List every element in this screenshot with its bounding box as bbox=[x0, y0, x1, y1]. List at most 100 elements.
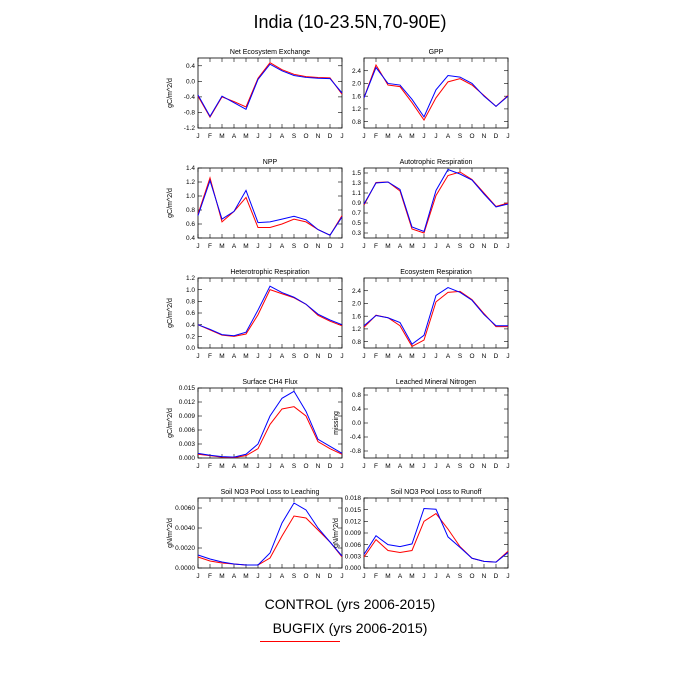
panel-title: GPP bbox=[429, 49, 444, 56]
y-tick-label: 0.0040 bbox=[175, 525, 195, 532]
x-tick-label: N bbox=[482, 243, 487, 250]
x-tick-label: J bbox=[362, 573, 365, 580]
x-tick-label: A bbox=[398, 353, 403, 360]
legend-bugfix-label: BUGFIX (yrs 2006-2015) bbox=[272, 620, 428, 636]
x-tick-label: J bbox=[422, 243, 425, 250]
x-tick-label: M bbox=[243, 133, 248, 140]
x-tick-label: J bbox=[434, 133, 437, 140]
x-tick-label: O bbox=[303, 573, 308, 580]
x-tick-label: J bbox=[506, 463, 509, 470]
x-tick-label: N bbox=[316, 353, 321, 360]
x-tick-label: A bbox=[446, 133, 451, 140]
y-tick-label: -0.4 bbox=[350, 434, 362, 441]
y-axis-label: gC/m^2/d bbox=[167, 78, 174, 108]
x-tick-label: J bbox=[362, 353, 365, 360]
x-tick-label: N bbox=[316, 463, 321, 470]
x-tick-label: M bbox=[385, 133, 390, 140]
x-tick-label: A bbox=[232, 463, 237, 470]
x-tick-label: N bbox=[482, 573, 487, 580]
y-tick-label: 0.000 bbox=[179, 455, 196, 462]
x-tick-label: M bbox=[243, 463, 248, 470]
y-tick-label: 0.012 bbox=[179, 399, 196, 406]
x-tick-label: F bbox=[208, 573, 212, 580]
series-line-control bbox=[197, 178, 343, 236]
series-line-bugfix bbox=[197, 62, 343, 119]
x-tick-label: J bbox=[256, 243, 259, 250]
x-tick-label: M bbox=[243, 573, 248, 580]
x-tick-label: F bbox=[374, 353, 378, 360]
x-tick-label: N bbox=[482, 463, 487, 470]
y-tick-label: 0.4 bbox=[186, 235, 195, 242]
y-tick-label: 0.000 bbox=[345, 565, 362, 572]
x-tick-label: O bbox=[303, 463, 308, 470]
x-tick-label: O bbox=[469, 243, 474, 250]
y-tick-label: 0.015 bbox=[179, 385, 196, 392]
x-tick-label: M bbox=[385, 353, 390, 360]
series-line-control bbox=[363, 66, 509, 118]
x-tick-label: A bbox=[232, 573, 237, 580]
x-tick-label: A bbox=[232, 353, 237, 360]
x-tick-label: F bbox=[374, 133, 378, 140]
y-tick-label: 0.006 bbox=[179, 427, 196, 434]
series-line-control bbox=[197, 502, 343, 566]
x-tick-label: N bbox=[316, 243, 321, 250]
x-tick-label: M bbox=[243, 243, 248, 250]
x-tick-label: J bbox=[434, 463, 437, 470]
y-tick-label: 1.0 bbox=[186, 193, 195, 200]
y-tick-label: 0.003 bbox=[179, 441, 196, 448]
series-line-control bbox=[363, 507, 509, 563]
panel-title: Leached Mineral Nitrogen bbox=[396, 379, 476, 386]
y-tick-label: -0.8 bbox=[184, 110, 196, 117]
y-tick-label: 2.0 bbox=[352, 301, 361, 308]
series-line-bugfix bbox=[197, 289, 343, 337]
y-tick-label: 1.0 bbox=[186, 287, 195, 294]
y-tick-label: 0.9 bbox=[352, 200, 361, 207]
y-tick-label: 1.2 bbox=[352, 106, 361, 113]
chart-panel: Heterotrophic Respiration 0.0 0.2 0.4 0.6 0.8… bbox=[167, 269, 344, 360]
x-tick-label: J bbox=[196, 573, 199, 580]
x-tick-label: J bbox=[340, 463, 343, 470]
x-tick-label: D bbox=[328, 243, 333, 250]
y-tick-label: 2.0 bbox=[352, 81, 361, 88]
x-tick-label: M bbox=[219, 243, 224, 250]
y-tick-label: 0.0000 bbox=[175, 565, 195, 572]
x-tick-label: S bbox=[292, 243, 297, 250]
x-tick-label: J bbox=[434, 243, 437, 250]
x-tick-label: F bbox=[374, 243, 378, 250]
y-tick-label: 1.6 bbox=[352, 313, 361, 320]
x-tick-label: J bbox=[256, 463, 259, 470]
x-tick-label: D bbox=[494, 573, 499, 580]
x-tick-label: M bbox=[243, 353, 248, 360]
x-tick-label: D bbox=[494, 133, 499, 140]
x-tick-label: J bbox=[506, 133, 509, 140]
x-tick-label: D bbox=[328, 463, 333, 470]
x-tick-label: J bbox=[196, 463, 199, 470]
x-tick-label: J bbox=[362, 243, 365, 250]
x-tick-label: O bbox=[303, 133, 308, 140]
series-line-control bbox=[197, 63, 343, 118]
x-tick-label: M bbox=[385, 573, 390, 580]
x-tick-label: A bbox=[280, 353, 285, 360]
series-line-control bbox=[363, 286, 508, 345]
x-tick-label: D bbox=[328, 573, 333, 580]
y-tick-label: 0.4 bbox=[186, 63, 195, 70]
legend-bugfix-swatch bbox=[260, 641, 340, 642]
y-tick-label: 0.7 bbox=[352, 210, 361, 217]
x-tick-label: D bbox=[328, 353, 333, 360]
x-tick-label: S bbox=[458, 133, 463, 140]
x-tick-label: O bbox=[469, 573, 474, 580]
x-tick-label: M bbox=[219, 573, 224, 580]
y-tick-label: 1.2 bbox=[186, 179, 195, 186]
x-tick-label: M bbox=[409, 243, 414, 250]
x-tick-label: A bbox=[280, 133, 285, 140]
x-tick-label: J bbox=[256, 133, 259, 140]
x-tick-label: D bbox=[328, 133, 333, 140]
y-tick-label: 0.009 bbox=[345, 530, 362, 537]
series-line-bugfix bbox=[197, 176, 343, 236]
y-tick-label: 0.4 bbox=[352, 406, 361, 413]
y-tick-label: 0.018 bbox=[345, 495, 362, 502]
y-tick-label: 0.8 bbox=[352, 392, 361, 399]
x-tick-label: F bbox=[208, 353, 212, 360]
y-tick-label: 1.3 bbox=[352, 180, 361, 187]
